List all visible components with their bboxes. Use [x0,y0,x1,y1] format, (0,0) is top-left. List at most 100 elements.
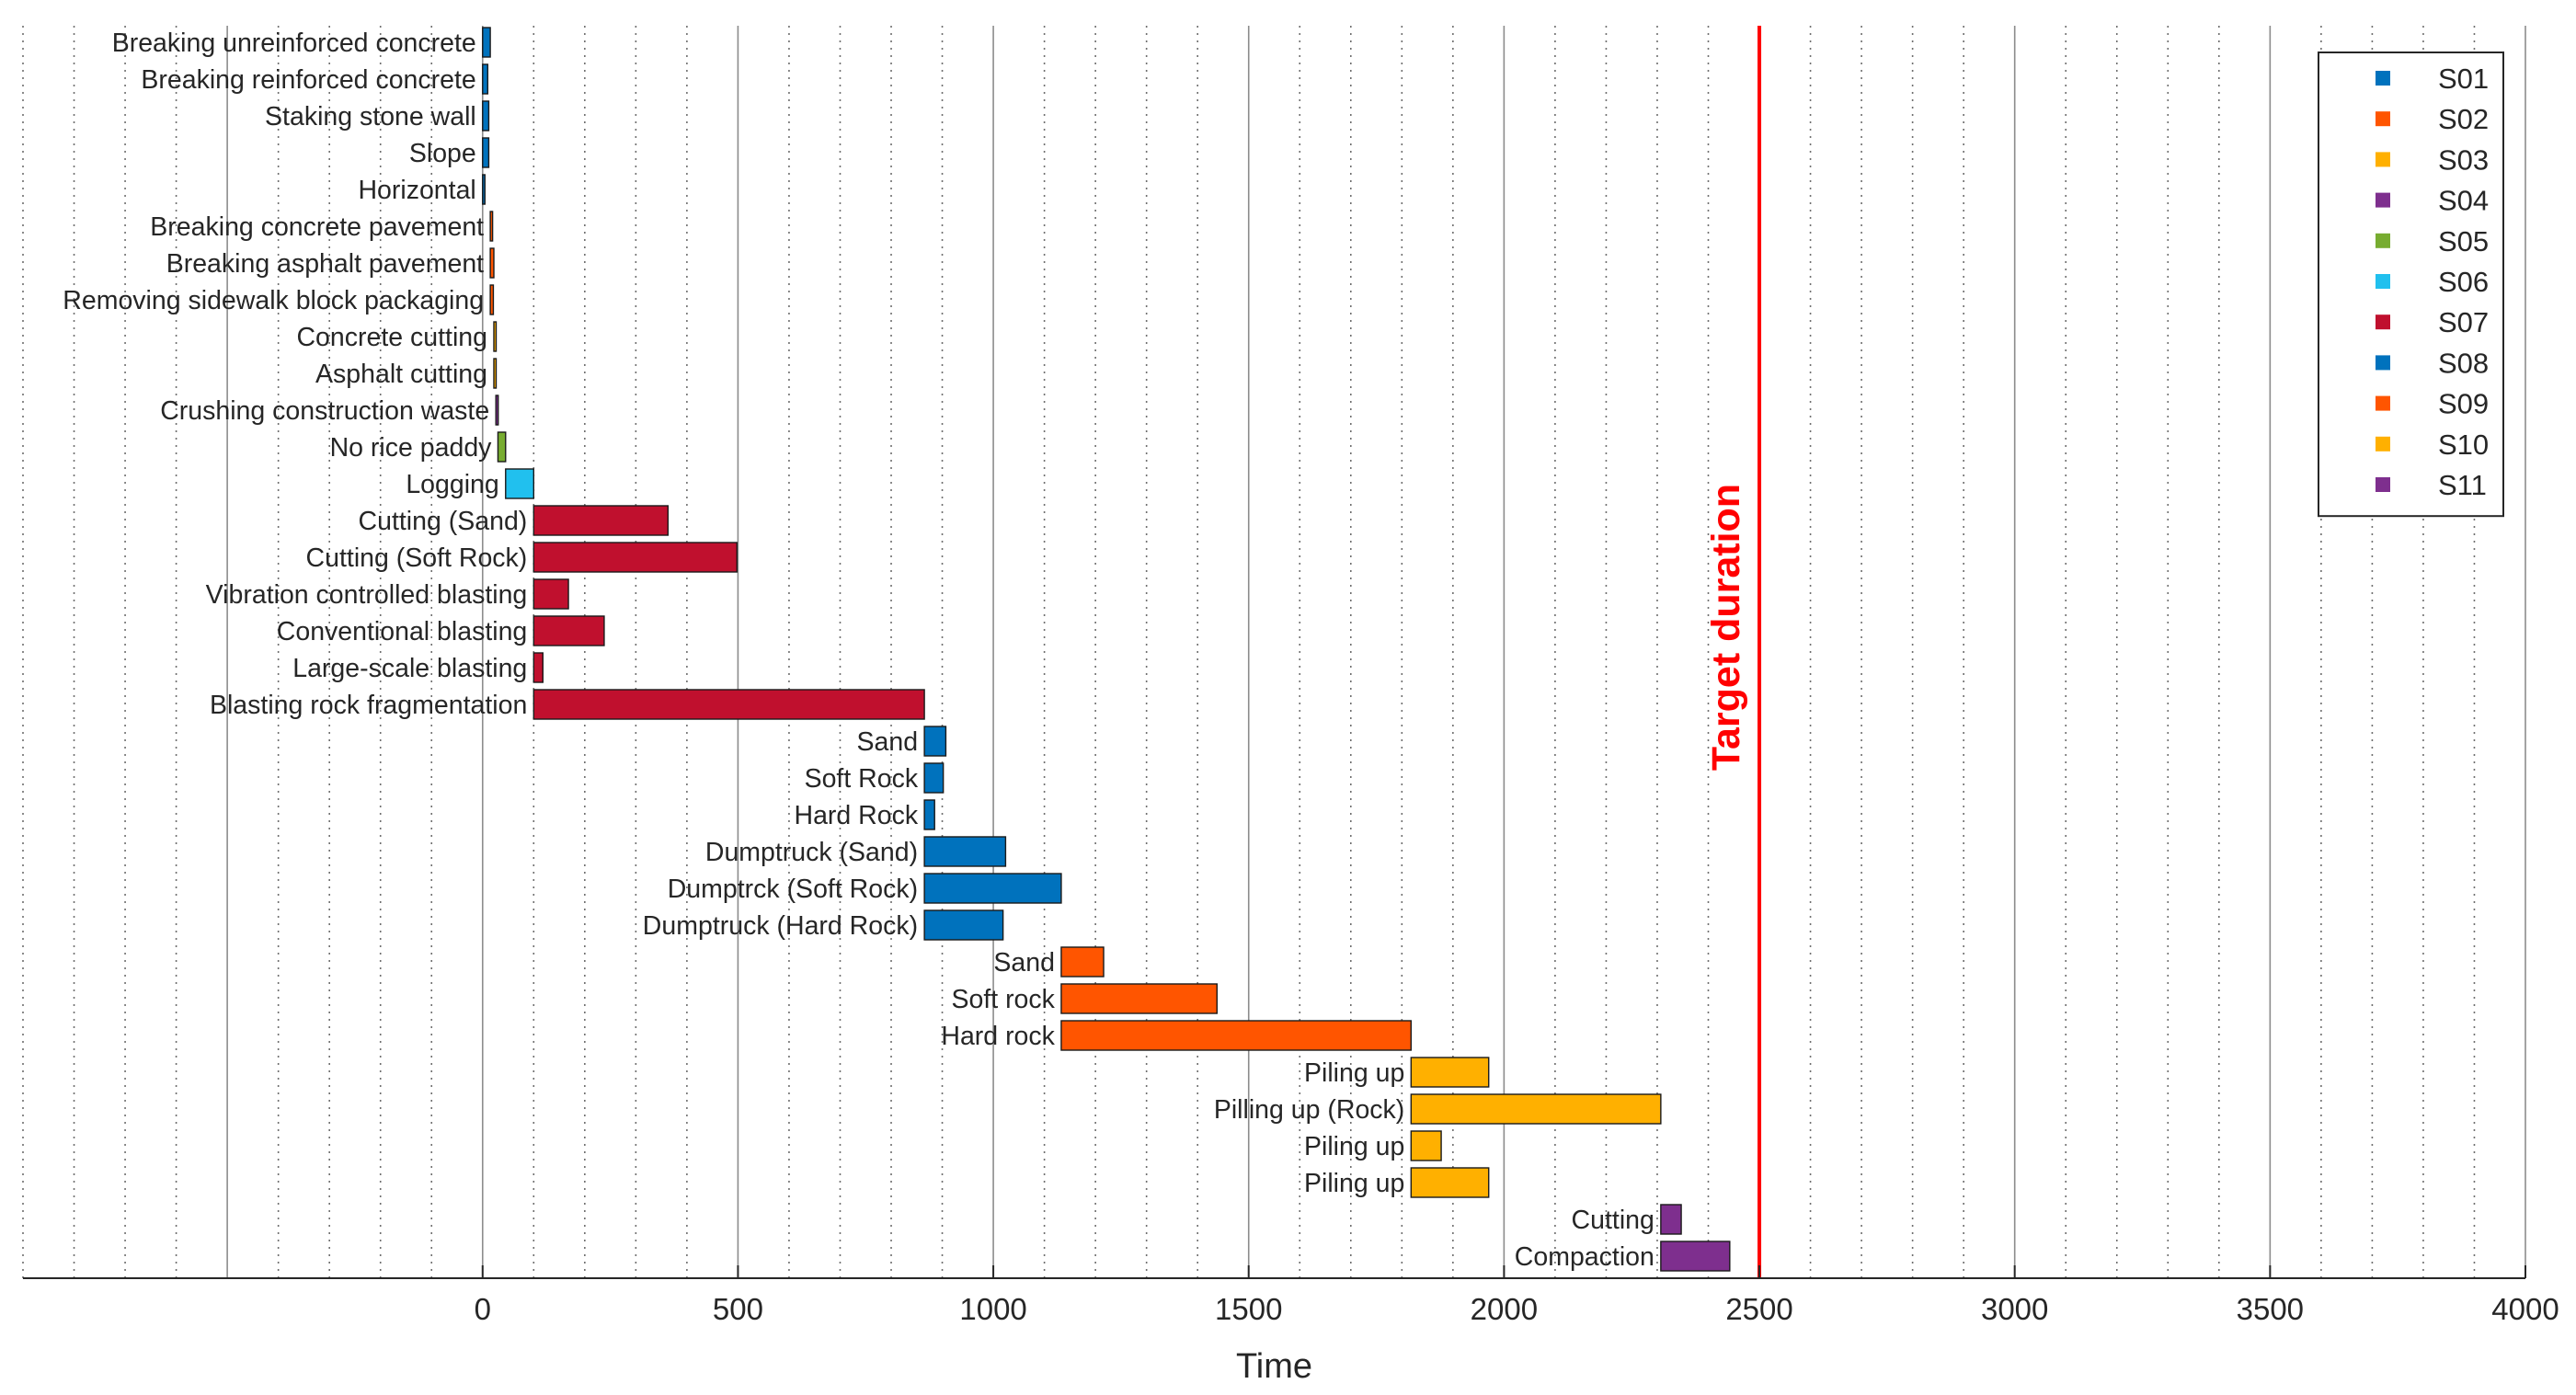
task-label: Breaking unreinforced concrete [112,29,476,58]
task-bar [1410,1057,1490,1088]
x-tick-label: 3000 [1981,1292,2048,1326]
legend-label: S09 [2438,388,2489,420]
x-axis: 0 500 1000 1500 2000 2500 3000 3500 4000 Time [23,1265,2559,1386]
legend-label: S10 [2438,429,2489,461]
task-label: Piling up [1304,1058,1404,1088]
task-label: Dumptrck (Soft Rock) [668,875,918,904]
task-label: Sand [993,948,1055,978]
task-labels: Breaking unreinforced concrete Breaking r… [63,29,1654,1272]
task-label: Horizontal [358,176,475,205]
task-bars [482,27,1731,1272]
task-bar [489,211,494,242]
task-bar [482,100,490,131]
task-label: Vibration controlled blasting [206,580,528,610]
task-bar [1410,1167,1490,1198]
x-tick-label: 3500 [2237,1292,2304,1326]
task-bar [532,652,544,683]
task-bar [1660,1241,1731,1272]
legend-label: S03 [2438,143,2489,176]
task-bar [1060,946,1105,978]
task-label: Soft Rock [805,764,919,794]
task-bar [1660,1204,1682,1235]
task-label: Piling up [1304,1169,1404,1198]
x-tick-label: 1000 [959,1292,1026,1326]
task-bar [495,394,499,426]
x-tick-label: 0 [475,1292,491,1326]
legend-label: S02 [2438,103,2489,135]
task-label: Hard rock [941,1022,1055,1051]
legend-swatch [2376,436,2390,452]
task-label: Removing sidewalk block packaging [63,286,484,315]
x-tick-label: 500 [713,1292,763,1326]
task-bar [497,431,507,463]
x-axis-title: Time [1236,1347,1312,1386]
task-label: Staking stone wall [265,102,476,131]
task-bar [493,321,498,352]
target-duration-marker: Target duration [1704,26,1762,1278]
legend-swatch [2376,111,2390,127]
task-label: Blasting rock fragmentation [210,691,527,720]
task-label: Concrete cutting [296,323,487,352]
task-bar [923,762,945,794]
legend-label: S11 [2438,469,2487,501]
legend-label: S07 [2438,306,2489,338]
task-label: Breaking asphalt pavement [166,249,484,279]
task-label: Compaction [1515,1242,1654,1272]
task-bar [923,909,1004,941]
task-label: Dumptruck (Sand) [705,838,918,867]
x-tick-label: 1500 [1215,1292,1282,1326]
task-bar [1410,1130,1442,1161]
task-label: Soft rock [951,985,1055,1014]
legend-swatch [2376,152,2390,167]
legend-box [2318,51,2504,518]
task-label: Slope [409,139,476,168]
task-label: Large-scale blasting [292,654,527,683]
task-bar [493,358,498,389]
task-bar [482,27,491,58]
task-label: Breaking concrete pavement [150,212,484,242]
legend-swatch [2376,71,2390,86]
x-tick-label: 2000 [1471,1292,1538,1326]
task-label: Pilling up (Rock) [1214,1095,1405,1125]
legend-swatch [2376,314,2390,330]
task-label: Crushing construction waste [160,396,489,426]
grid-lines [22,26,2526,1278]
task-bar [532,615,605,646]
legend-swatch [2376,477,2390,492]
task-bar [505,468,535,499]
legend-label: S01 [2438,63,2489,95]
task-label: Conventional blasting [277,617,528,646]
task-label: Dumptruck (Hard Rock) [643,911,918,941]
task-bar [1060,983,1219,1014]
task-bar [923,873,1062,904]
task-label: No rice paddy [330,433,493,463]
task-bar [489,284,495,315]
task-label: Logging [406,470,498,499]
legend-swatch [2376,274,2390,289]
task-bar [923,726,947,757]
task-bar [482,137,490,168]
target-duration-label: Target duration [1704,484,1748,771]
legend-label: S05 [2438,225,2489,257]
x-axis-ticks: 0 500 1000 1500 2000 2500 3000 3500 4000 [475,1265,2559,1326]
task-label: Breaking reinforced concrete [141,65,475,95]
task-bar [532,542,738,573]
legend-label: S06 [2438,266,2489,298]
task-label: Hard Rock [794,801,918,830]
task-bar [532,578,569,610]
task-bar [1410,1093,1662,1125]
task-label: Cutting [1572,1206,1654,1235]
task-bar [923,836,1007,867]
task-label: Asphalt cutting [315,360,487,389]
legend-swatch [2376,395,2390,411]
task-label: Cutting (Sand) [359,507,528,536]
task-label: Piling up [1304,1132,1404,1161]
task-bar [1060,1020,1413,1051]
legend: S01 S02 S03 S04 S05 S06 S07 S08 S09 S10 S11 [2318,51,2504,518]
x-tick-label: 2500 [1725,1292,1792,1326]
task-label: Cutting (Soft Rock) [306,543,528,573]
task-bar [532,505,670,536]
task-bar [482,174,486,205]
legend-swatch [2376,233,2390,248]
